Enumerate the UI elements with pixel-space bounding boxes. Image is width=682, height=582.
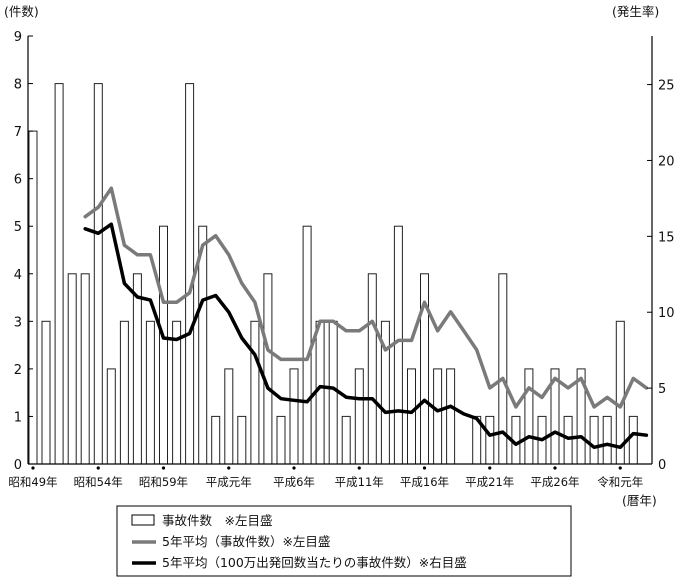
left-tick-label: 5	[14, 220, 22, 235]
bar	[407, 368, 416, 465]
right-tick-label: 10	[658, 306, 675, 321]
left-tick-label: 8	[14, 78, 22, 93]
x-tick-dot	[292, 466, 296, 470]
bar	[328, 320, 338, 465]
left-tick-label: 6	[14, 173, 22, 188]
bar	[524, 368, 534, 465]
x-tick-dot	[31, 466, 35, 470]
bar	[628, 415, 638, 465]
bar	[93, 83, 103, 465]
right-axis-unit: (発生率)	[612, 4, 659, 19]
x-tick-label: 平成6年	[273, 475, 315, 489]
bar	[211, 415, 221, 465]
bar	[589, 415, 599, 465]
bar	[237, 415, 247, 465]
bar	[67, 273, 77, 465]
bar	[119, 320, 129, 465]
left-tick-label: 1	[14, 410, 22, 425]
line-5yr-avg-accidents	[83, 186, 649, 409]
left-tick-label: 7	[14, 125, 22, 140]
bar	[289, 368, 299, 465]
x-tick-label: 平成26年	[530, 475, 579, 489]
bar	[41, 320, 51, 465]
legend-swatch-bars	[131, 514, 155, 526]
x-tick-dot	[227, 466, 231, 470]
x-tick-label: 令和元年	[597, 475, 643, 489]
x-tick-label: 平成21年	[465, 475, 514, 489]
legend-label-bars: 事故件数 ※左目盛	[162, 513, 272, 528]
legend-label-black-line: 5年平均（100万出発回数当たりの事故件数）※右目盛	[162, 555, 467, 570]
bar	[446, 368, 456, 465]
right-tick-label: 5	[658, 382, 666, 397]
bar	[80, 273, 90, 465]
bar	[54, 83, 64, 465]
x-tick-dot	[553, 466, 557, 470]
bar	[341, 415, 351, 465]
x-axis-unit: (暦年)	[622, 493, 657, 508]
bar	[159, 225, 168, 465]
legend-label-gray-line: 5年平均（事故件数）※左目盛	[162, 534, 330, 549]
bar	[224, 368, 234, 465]
bar	[132, 273, 142, 465]
left-tick-label: 3	[14, 315, 22, 330]
line-series	[83, 186, 649, 450]
x-tick-dot	[488, 466, 492, 470]
bar	[263, 273, 273, 465]
right-tick-label: 20	[658, 154, 675, 169]
x-tick-label: 昭和59年	[139, 475, 188, 489]
bar	[485, 415, 495, 465]
right-tick-label: 15	[658, 230, 675, 245]
left-tick-label: 9	[14, 30, 22, 45]
line-5yr-avg-rate	[83, 222, 649, 450]
left-axis-unit: (件数)	[4, 4, 39, 19]
left-tick-label: 2	[14, 363, 22, 378]
x-tick-label: 平成元年	[206, 475, 252, 489]
bar	[563, 415, 573, 465]
bar-series	[28, 83, 638, 465]
bar	[145, 320, 155, 465]
legend-box	[116, 505, 572, 577]
bar	[393, 225, 403, 465]
bar	[354, 368, 364, 465]
left-tick-label: 0	[14, 458, 22, 473]
chart-axes: 0 1 2 3 4 5 6 7 8 9 0 5 10 15 20 25 昭和49年 昭和54年 昭和59年 平成元年 平…	[8, 30, 674, 489]
bar	[302, 225, 312, 465]
bar	[602, 415, 612, 465]
x-tick-dot	[618, 466, 622, 470]
bar	[433, 368, 443, 465]
x-tick-dot	[96, 466, 100, 470]
x-tick-dot	[357, 466, 361, 470]
left-tick-label: 4	[14, 268, 22, 283]
bar	[185, 83, 195, 465]
bar	[172, 320, 182, 465]
x-tick-label: 昭和49年	[8, 475, 57, 489]
x-tick-label: 平成11年	[335, 475, 384, 489]
x-tick-dot	[422, 466, 427, 470]
bar	[28, 130, 38, 465]
right-tick-label: 25	[658, 79, 675, 94]
bar	[276, 415, 286, 465]
bar	[367, 273, 377, 465]
x-tick-dot	[161, 466, 166, 470]
right-tick-label: 0	[658, 458, 666, 473]
legend: 事故件数 ※左目盛 5年平均（事故件数）※左目盛 5年平均（100万出発回数当た…	[116, 505, 572, 577]
x-tick-label: 平成16年	[400, 475, 449, 489]
bar	[250, 320, 260, 465]
bar	[106, 368, 116, 465]
x-tick-label: 昭和54年	[74, 475, 123, 489]
bar	[315, 320, 325, 465]
